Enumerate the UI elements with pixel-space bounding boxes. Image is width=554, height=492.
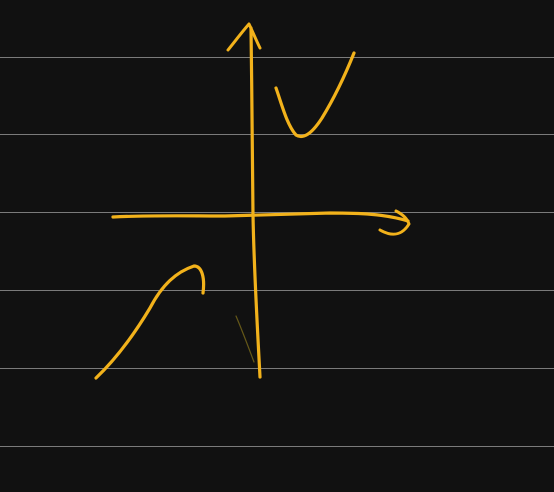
ruled-line: [0, 368, 554, 369]
horizontal-axis-stroke: [111, 211, 410, 223]
ruled-line: [0, 134, 554, 135]
lower-left-curve-stroke: [94, 264, 206, 380]
horizontal-axis-arrowhead: [378, 209, 411, 236]
ruled-line: [0, 290, 554, 291]
upper-right-curve-stroke: [274, 51, 356, 139]
vertical-axis-arrowhead: [226, 22, 262, 52]
faint-stray-mark: [235, 315, 255, 363]
vertical-axis-stroke: [249, 26, 262, 379]
ruled-line: [0, 57, 554, 58]
ruled-line: [0, 446, 554, 447]
ruled-line: [0, 212, 554, 213]
